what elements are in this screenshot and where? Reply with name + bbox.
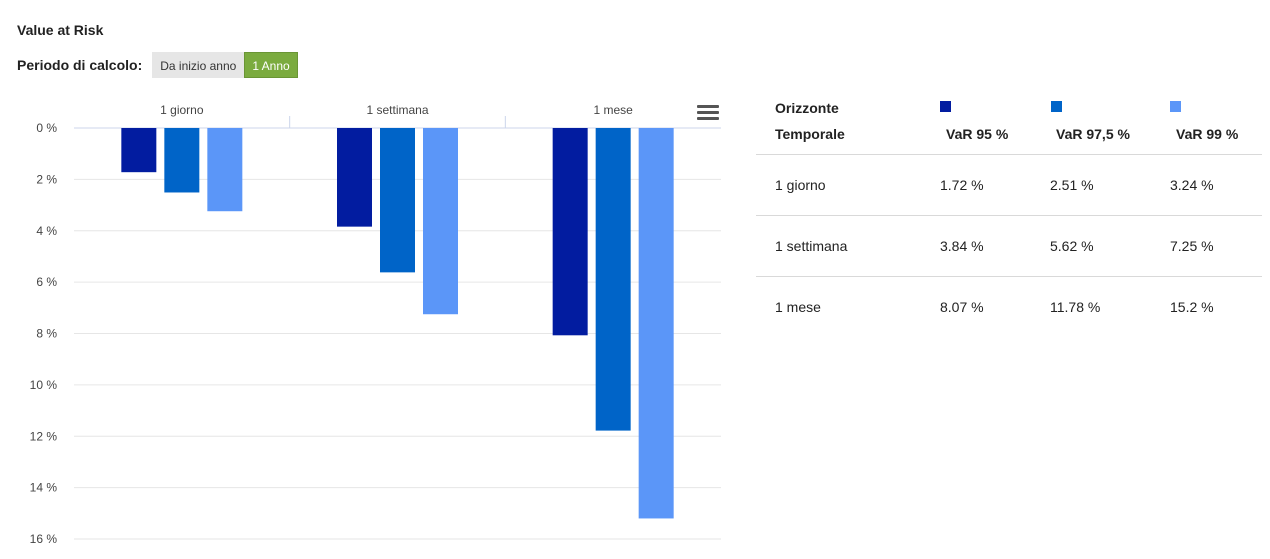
row-var99: 7.25 % (1170, 238, 1214, 254)
row-var95: 1.72 % (940, 177, 984, 193)
row-var99: 3.24 % (1170, 177, 1214, 193)
y-tick-label: 12 % (30, 429, 58, 443)
row-var975: 11.78 % (1050, 299, 1101, 315)
header-horizon-line1: Orizzonte (775, 100, 839, 116)
period-label: Periodo di calcolo: (17, 57, 143, 73)
chart-menu-icon[interactable] (697, 105, 719, 123)
legend-swatch-var975 (1051, 101, 1062, 112)
y-tick-label: 0 % (36, 121, 57, 135)
bar-var99 (638, 128, 674, 519)
table-row: 1 settimana 3.84 % 5.62 % 7.25 % (756, 216, 1262, 277)
x-tick-label: 1 mese (593, 103, 633, 117)
bar-var99 (423, 128, 458, 315)
header-horizon-line2: Temporale (775, 126, 845, 142)
row-label: 1 settimana (775, 238, 848, 254)
row-var975: 5.62 % (1050, 238, 1094, 254)
row-var99: 15.2 % (1170, 299, 1214, 315)
row-var95: 3.84 % (940, 238, 984, 254)
row-var95: 8.07 % (940, 299, 984, 315)
x-tick-label: 1 giorno (160, 103, 204, 117)
var-table: Orizzonte Temporale VaR 95 % VaR 97,5 % … (756, 96, 1262, 337)
bar-var975 (595, 128, 631, 431)
y-tick-label: 2 % (36, 172, 57, 186)
bar-var975 (380, 128, 415, 273)
header-var975: VaR 97,5 % (1056, 126, 1130, 142)
bar-var95 (121, 128, 157, 173)
var-bar-chart: 0 % 2 % 4 % 6 % 8 % 10 % 12 % 14 % 16 % 1 giorno 1… (30, 103, 721, 546)
legend-swatch-var99 (1170, 101, 1181, 112)
x-tick-label: 1 settimana (366, 103, 428, 117)
bar-var95 (552, 128, 588, 336)
y-tick-label: 10 % (30, 378, 58, 392)
period-selector: Periodo di calcolo: Da inizio anno 1 Ann… (17, 52, 298, 78)
table-row: 1 giorno 1.72 % 2.51 % 3.24 % (756, 155, 1262, 216)
y-tick-label: 16 % (30, 532, 58, 546)
bar-var975 (164, 128, 200, 193)
row-var975: 2.51 % (1050, 177, 1094, 193)
bar-var99 (207, 128, 243, 212)
y-tick-label: 8 % (36, 327, 57, 341)
y-tick-label: 14 % (30, 481, 58, 495)
page-title: Value at Risk (17, 22, 104, 38)
bar-var95 (337, 128, 372, 227)
table-header: Orizzonte Temporale VaR 95 % VaR 97,5 % … (756, 96, 1262, 155)
table-row: 1 mese 8.07 % 11.78 % 15.2 % (756, 277, 1262, 337)
legend-swatch-var95 (940, 101, 951, 112)
period-1y-button[interactable]: 1 Anno (244, 52, 298, 78)
y-tick-label: 4 % (36, 224, 57, 238)
header-var99: VaR 99 % (1176, 126, 1239, 142)
period-ytd-button[interactable]: Da inizio anno (152, 52, 245, 78)
row-label: 1 giorno (775, 177, 826, 193)
header-var95: VaR 95 % (946, 126, 1009, 142)
y-tick-label: 6 % (36, 275, 57, 289)
row-label: 1 mese (775, 299, 821, 315)
